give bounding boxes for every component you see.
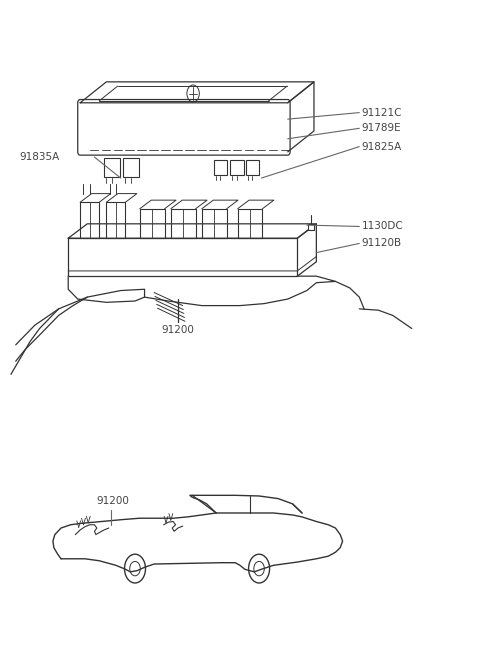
Text: 91121C: 91121C [362,108,402,118]
Bar [68,238,297,276]
Bar [107,202,125,238]
Text: 91825A: 91825A [362,142,402,152]
Bar [80,202,99,238]
Bar [214,160,227,175]
Bar [171,209,196,238]
Bar [104,158,120,177]
Bar [230,160,244,175]
Bar [140,209,165,238]
Text: 91200: 91200 [97,497,130,507]
Bar [238,209,263,238]
Text: 91789E: 91789E [362,124,401,133]
FancyBboxPatch shape [78,99,290,155]
Text: 91120B: 91120B [362,238,402,248]
Text: 91200: 91200 [161,325,194,335]
Text: 91835A: 91835A [20,152,60,162]
Text: 1130DC: 1130DC [362,221,404,231]
Bar [123,158,139,177]
Bar [202,209,227,238]
Bar [246,160,259,175]
